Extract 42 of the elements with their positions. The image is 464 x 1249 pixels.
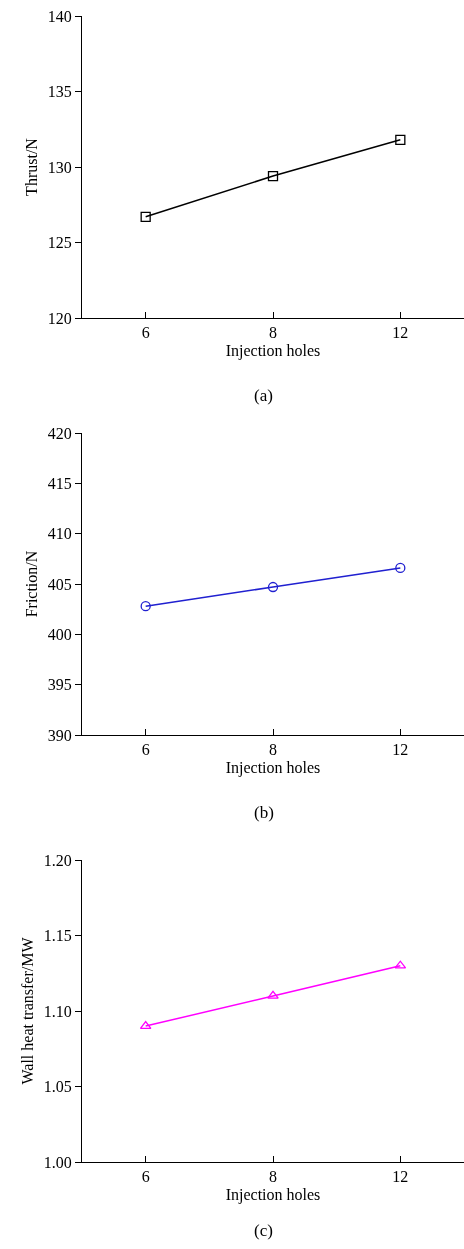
x-tick-label: 6 bbox=[141, 741, 150, 759]
point bbox=[140, 211, 151, 222]
y-tick-label: 395 bbox=[47, 676, 72, 694]
point bbox=[267, 170, 279, 182]
x-axis-title: Injection holes bbox=[225, 342, 321, 361]
y-tick-label: 390 bbox=[47, 726, 72, 744]
text: (a) bbox=[254, 386, 273, 405]
x-axis-title: Injection holes bbox=[225, 759, 321, 778]
point bbox=[267, 990, 279, 999]
y-axis-title: Friction/N bbox=[22, 550, 40, 618]
text: (c) bbox=[254, 1221, 273, 1240]
y-tick-label: 1.05 bbox=[43, 1078, 72, 1096]
text: (b) bbox=[254, 803, 274, 822]
y-axis-title: Thrust/N bbox=[22, 137, 40, 196]
y-tick-label: 125 bbox=[47, 234, 72, 252]
y-tick-label: 415 bbox=[47, 474, 72, 492]
x-tick-label: 12 bbox=[392, 1168, 409, 1186]
point bbox=[140, 601, 151, 612]
point bbox=[267, 581, 279, 593]
x-tick-label: 6 bbox=[141, 324, 150, 342]
x-tick-label: 12 bbox=[392, 741, 409, 759]
y-tick-label: 410 bbox=[47, 525, 72, 543]
x-tick-label: 8 bbox=[269, 1168, 277, 1186]
y-tick-label: 135 bbox=[47, 83, 72, 101]
y-axis-title: Wall heat transfer/MW bbox=[18, 936, 36, 1085]
y-tick-label: 120 bbox=[47, 309, 72, 327]
x-axis-title: Injection holes bbox=[225, 1186, 321, 1205]
y-tick-label: 130 bbox=[47, 158, 72, 176]
x-tick-label: 8 bbox=[269, 324, 277, 342]
point bbox=[395, 134, 406, 145]
x-tick-label: 8 bbox=[269, 741, 277, 759]
y-tick-label: 405 bbox=[47, 575, 72, 593]
y-tick-label: 1.15 bbox=[43, 927, 72, 945]
y-tick-label: 1.10 bbox=[43, 1002, 72, 1020]
y-tick-label: 400 bbox=[47, 625, 72, 643]
y-tick-label: 140 bbox=[47, 7, 72, 25]
point bbox=[395, 562, 406, 574]
y-tick-label: 1.00 bbox=[43, 1153, 72, 1171]
x-tick-label: 12 bbox=[392, 324, 409, 342]
y-tick-label: 1.20 bbox=[43, 851, 72, 869]
y-tick-label: 420 bbox=[47, 424, 72, 442]
x-tick-label: 6 bbox=[141, 1168, 150, 1186]
